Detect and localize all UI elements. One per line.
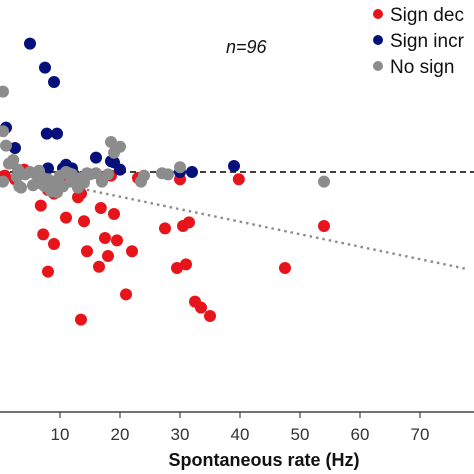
data-point [228, 160, 240, 172]
data-point [90, 167, 102, 180]
data-point [162, 168, 174, 181]
data-point [102, 250, 114, 262]
data-point [93, 260, 105, 273]
data-points [0, 37, 330, 326]
data-point [114, 140, 126, 153]
data-point [34, 199, 47, 212]
x-tick-label: 10 [51, 425, 70, 444]
data-point [105, 136, 117, 148]
legend-marker [373, 35, 383, 45]
data-point [7, 154, 20, 166]
data-point [78, 176, 90, 189]
data-point [90, 151, 102, 164]
trend-dotted-line [35, 178, 469, 271]
data-point [183, 216, 195, 229]
data-point [180, 258, 192, 271]
data-point [159, 222, 171, 235]
data-point [111, 234, 123, 247]
reference-lines [0, 171, 474, 271]
data-point [0, 125, 9, 138]
data-point [318, 220, 330, 232]
data-point [102, 168, 114, 181]
data-point [195, 301, 207, 314]
data-point [24, 37, 36, 50]
x-tick-label: 70 [411, 425, 430, 444]
data-point [51, 127, 63, 140]
data-point [126, 245, 138, 258]
x-tick-label: 30 [171, 425, 190, 444]
x-tick-labels: 10 20 30 40 50 60 70 [51, 412, 430, 444]
data-point [40, 127, 53, 140]
data-point [81, 167, 93, 180]
x-tick-label: 40 [231, 425, 250, 444]
data-point [9, 142, 21, 154]
sample-size-annotation: n=96 [226, 37, 268, 57]
legend-marker [373, 9, 383, 19]
data-point [204, 310, 216, 322]
data-point [120, 288, 132, 301]
data-point [37, 172, 50, 184]
x-axis-title: Spontaneous rate (Hz) [168, 450, 359, 470]
data-point [232, 173, 245, 186]
data-point [174, 161, 186, 174]
legend-marker [373, 61, 383, 71]
data-point [114, 163, 126, 176]
data-point [94, 202, 107, 214]
data-point [48, 238, 60, 250]
data-point [52, 178, 65, 190]
data-point [39, 61, 51, 74]
data-point [10, 170, 23, 183]
x-tick-label: 20 [111, 425, 130, 444]
data-point [0, 139, 12, 152]
legend-label: No sign [390, 57, 454, 78]
data-point [75, 313, 87, 326]
data-point [279, 262, 291, 274]
data-point [42, 162, 54, 175]
legend-label: Sign incr [390, 31, 465, 52]
x-tick-label: 60 [351, 425, 370, 444]
data-point [13, 180, 26, 193]
data-point [99, 232, 111, 244]
series-3-points [0, 85, 330, 199]
series-2-points [0, 37, 240, 182]
data-point [186, 166, 198, 178]
data-point [60, 211, 72, 224]
data-point [318, 175, 330, 188]
data-point [37, 228, 50, 241]
data-point [48, 76, 60, 88]
data-point [27, 179, 39, 192]
data-point [78, 215, 90, 228]
data-point [64, 175, 77, 188]
data-point [171, 262, 183, 274]
data-point [0, 85, 9, 98]
legend-label: Sign dec [390, 5, 464, 26]
data-point [0, 175, 9, 188]
data-point [108, 208, 120, 220]
data-point [138, 169, 150, 182]
legend: Sign dec Sign incr No sign [373, 5, 465, 78]
data-point [81, 245, 93, 258]
x-tick-label: 50 [291, 425, 310, 444]
data-point [42, 265, 54, 278]
